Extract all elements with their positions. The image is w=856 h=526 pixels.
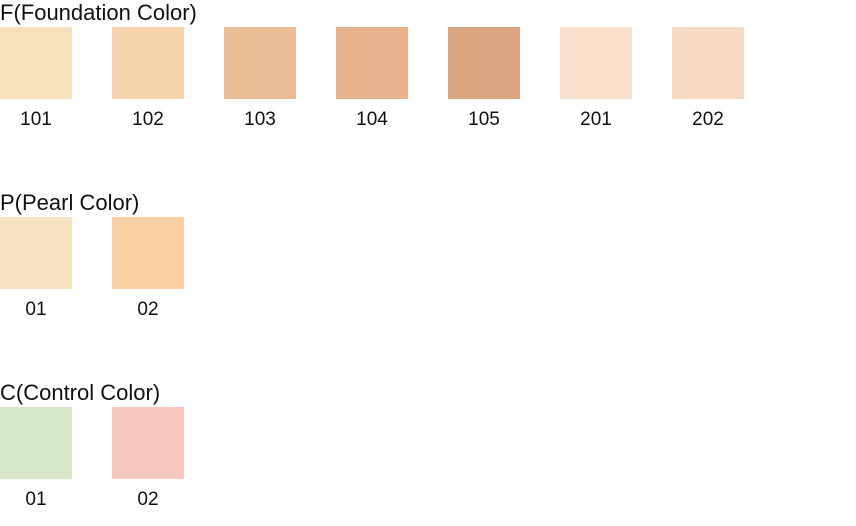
color-swatch [560,27,632,99]
color-swatch [112,407,184,479]
color-swatch [448,27,520,99]
swatch-label: 102 [132,109,164,130]
color-swatch [112,217,184,289]
swatch-label: 105 [468,109,500,130]
swatch-label: 101 [20,109,52,130]
color-swatch [336,27,408,99]
swatch-item: 101 [0,27,72,132]
swatch-item: 202 [672,27,744,132]
swatch-item: 02 [112,407,184,512]
swatch-label: 201 [580,109,612,130]
swatch-item: 103 [224,27,296,132]
color-swatch [224,27,296,99]
section-title: C(Control Color) [0,380,161,405]
color-swatch [112,27,184,99]
swatch-item: 102 [112,27,184,132]
color-swatch [0,217,72,289]
swatch-item: 104 [336,27,408,132]
swatch-label: 103 [244,109,276,130]
swatch-label: 01 [25,299,47,320]
swatch-item: 01 [0,407,72,512]
swatch-label: 202 [692,109,724,130]
section-title: F(Foundation Color) [0,0,197,25]
swatch-item: 02 [112,217,184,322]
section-title: P(Pearl Color) [0,190,140,215]
swatch-label: 01 [25,489,47,510]
swatch-item: 105 [448,27,520,132]
swatch-label: 02 [137,489,159,510]
color-swatch [0,27,72,99]
swatch-label: 02 [137,299,159,320]
swatch-item: 201 [560,27,632,132]
color-swatch [672,27,744,99]
swatch-label: 104 [356,109,388,130]
color-swatch [0,407,72,479]
swatch-item: 01 [0,217,72,322]
